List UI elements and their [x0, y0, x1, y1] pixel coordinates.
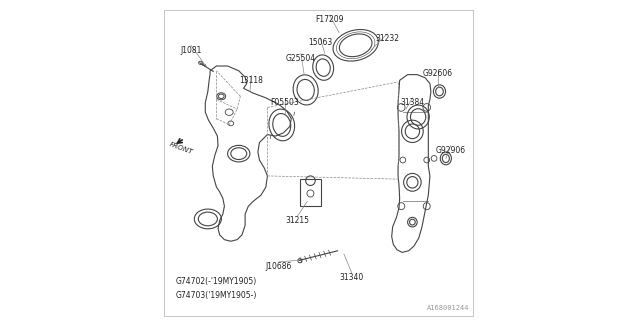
- Text: G92606: G92606: [423, 69, 453, 78]
- FancyBboxPatch shape: [164, 10, 473, 316]
- Text: 15063: 15063: [308, 38, 332, 47]
- Text: G25504: G25504: [286, 53, 316, 62]
- Text: 13118: 13118: [239, 76, 264, 85]
- Text: 31232: 31232: [375, 35, 399, 44]
- Text: 31340: 31340: [340, 273, 364, 282]
- Text: A168001244: A168001244: [428, 305, 470, 311]
- Text: J1081: J1081: [180, 45, 202, 55]
- Text: G74703('19MY1905-): G74703('19MY1905-): [176, 291, 257, 300]
- Text: 31215: 31215: [285, 216, 310, 225]
- Text: FRONT: FRONT: [169, 141, 194, 155]
- Text: G74702(-'19MY1905): G74702(-'19MY1905): [176, 276, 257, 285]
- Text: 31384: 31384: [401, 98, 424, 107]
- Text: F17209: F17209: [316, 15, 344, 24]
- Text: G92906: G92906: [436, 146, 466, 155]
- Text: F05503: F05503: [271, 98, 300, 107]
- Text: J10686: J10686: [266, 262, 292, 271]
